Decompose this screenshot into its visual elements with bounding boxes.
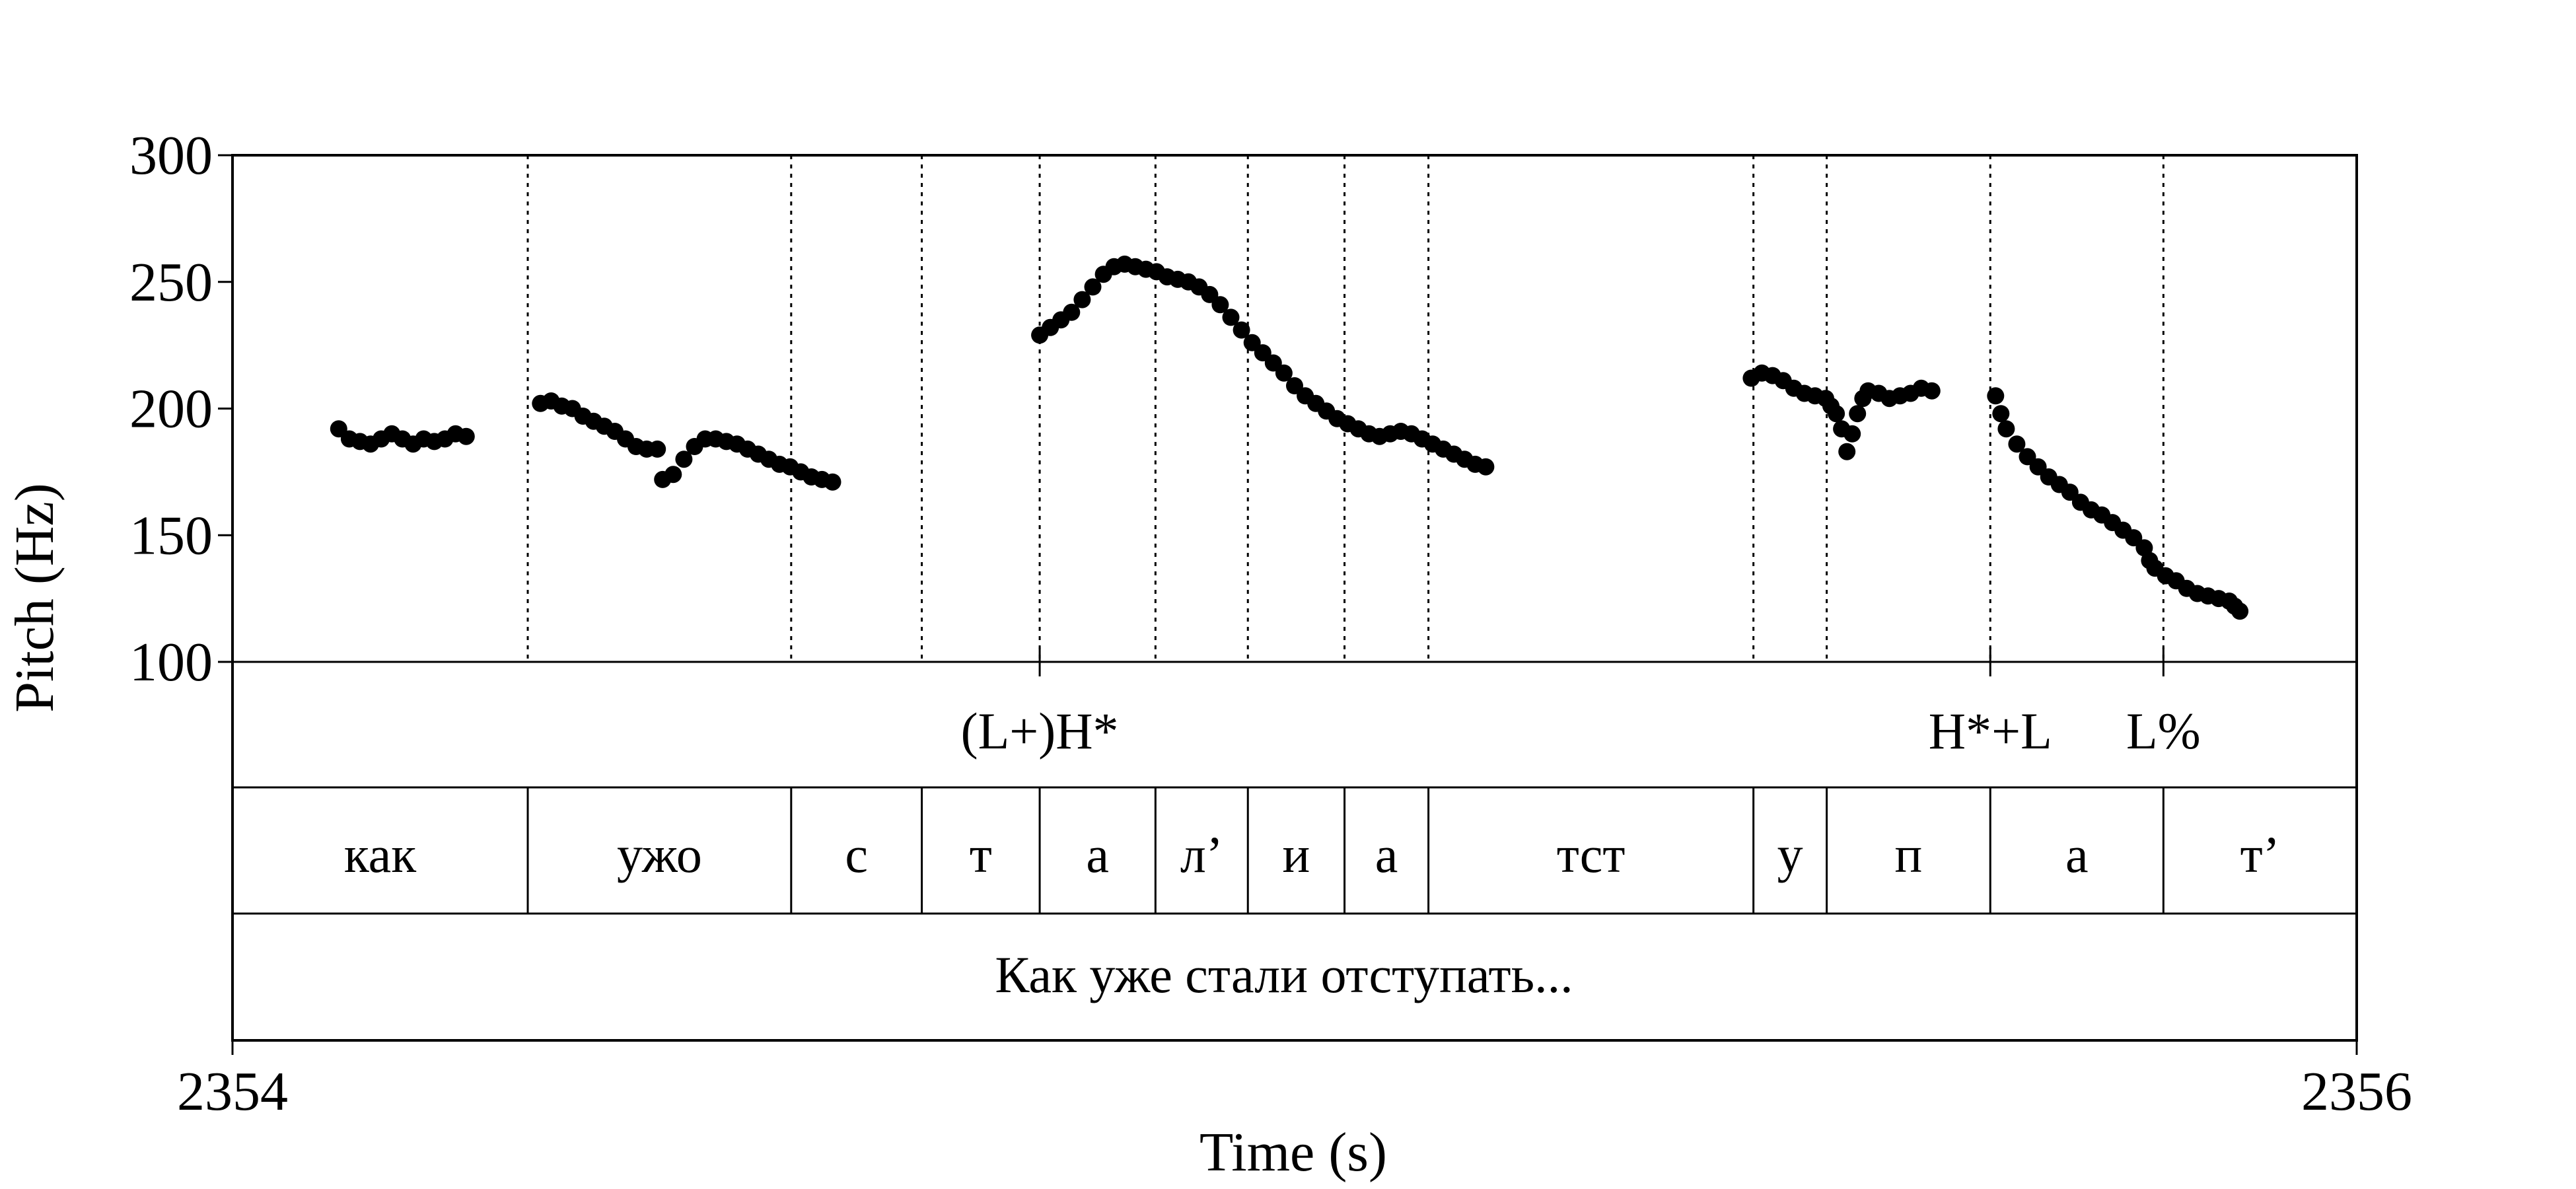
pitch-point <box>1992 405 2010 423</box>
segment-label: тст <box>1557 826 1626 883</box>
plot-frame <box>231 154 2358 1042</box>
pitch-point <box>1211 296 1229 314</box>
segment-label: как <box>344 826 416 883</box>
pitch-point <box>2019 448 2036 466</box>
pitch-point <box>664 466 682 484</box>
segment-label: п <box>1895 826 1923 883</box>
y-axis: 100 150 200 250 300 <box>129 125 233 693</box>
pitch-point <box>1073 291 1091 308</box>
segment-label: а <box>1086 826 1109 883</box>
segment-label: и <box>1283 826 1310 883</box>
tone-label: H*+L <box>1929 702 2052 760</box>
segment-label: с <box>845 826 868 883</box>
y-tick-label: 100 <box>129 631 213 693</box>
pitch-point <box>2125 529 2143 547</box>
annotation-tiers <box>233 661 2357 915</box>
pitch-point <box>2061 484 2079 501</box>
segment-label: т <box>970 826 992 883</box>
sentence-label: Как уже стали отступать... <box>995 946 1573 1003</box>
pitch-point <box>1849 405 1867 423</box>
pitch-point <box>1923 382 1941 400</box>
pitch-point <box>1286 377 1303 394</box>
pitch-point <box>2029 458 2047 476</box>
x-axis: 2354 2356 <box>177 1040 2412 1122</box>
tone-tier: (L+)H* H*+L L% <box>961 647 2201 760</box>
pitch-point <box>1987 387 2005 405</box>
pitch-point <box>1477 458 1495 476</box>
pitch-point <box>1264 354 1282 372</box>
pitch-point <box>457 427 475 445</box>
y-tick-label: 300 <box>129 125 213 186</box>
y-tick-label: 150 <box>129 505 213 566</box>
pitch-point <box>1997 420 2015 438</box>
pitch-point <box>1084 278 1102 296</box>
y-axis-title: Pitch (Hz) <box>4 483 65 713</box>
pitch-point <box>2231 602 2249 620</box>
x-tick-label: 2356 <box>2301 1061 2412 1122</box>
pitch-point <box>1838 443 1856 460</box>
y-tick-label: 250 <box>129 252 213 313</box>
x-tick-label: 2354 <box>177 1061 288 1122</box>
segment-label: у <box>1777 826 1803 883</box>
pitch-point <box>824 473 841 491</box>
y-tick-label: 200 <box>129 378 213 440</box>
pitch-track <box>330 255 2249 620</box>
pitch-point <box>1243 334 1261 351</box>
pitch-point <box>2008 435 2026 453</box>
pitch-point <box>1201 285 1219 303</box>
segment-label: т’ <box>2240 826 2280 883</box>
pitch-point <box>1063 303 1081 321</box>
segment-tier: как ужо с т а л’ и а тст у п а т’ <box>344 826 2280 883</box>
tone-label: (L+)H* <box>961 702 1119 760</box>
pitch-point <box>1222 308 1240 326</box>
pitch-point <box>1843 425 1861 443</box>
segment-label: а <box>2065 826 2089 883</box>
pitch-point <box>1254 344 1271 362</box>
pitch-point <box>649 440 666 458</box>
boundary-lines <box>526 155 2165 914</box>
x-axis-title: Time (s) <box>1199 1122 1387 1183</box>
pitch-point <box>675 450 693 468</box>
pitch-point <box>1828 405 1845 423</box>
pitch-point <box>330 420 347 438</box>
pitch-point <box>1275 364 1293 382</box>
segment-label: а <box>1375 826 1398 883</box>
segment-label: ужо <box>617 826 702 883</box>
pitch-point <box>1233 321 1250 339</box>
tone-label: L% <box>2126 702 2201 760</box>
segment-label: л’ <box>1180 826 1223 883</box>
